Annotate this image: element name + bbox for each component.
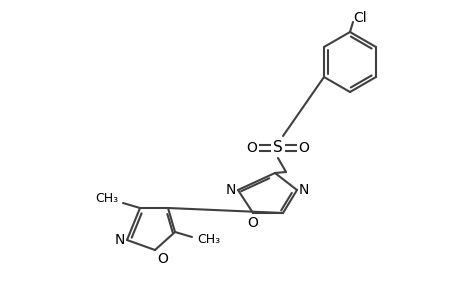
Text: N: N bbox=[298, 183, 309, 197]
Text: O: O bbox=[298, 141, 309, 155]
Text: CH₃: CH₃ bbox=[95, 191, 118, 205]
Text: CH₃: CH₃ bbox=[196, 233, 220, 247]
Text: O: O bbox=[246, 141, 257, 155]
Text: S: S bbox=[273, 140, 282, 155]
Text: N: N bbox=[114, 233, 125, 247]
Text: N: N bbox=[225, 183, 235, 197]
Text: O: O bbox=[157, 252, 168, 266]
Text: O: O bbox=[247, 216, 258, 230]
Text: Cl: Cl bbox=[352, 11, 366, 25]
